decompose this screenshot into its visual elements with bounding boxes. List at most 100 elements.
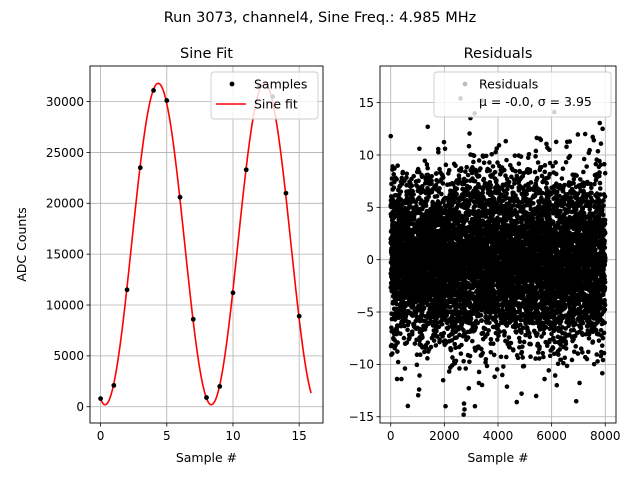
residual-point xyxy=(391,171,397,177)
sample-point xyxy=(151,88,156,93)
sine-fit-y-tick-label: 15000 xyxy=(46,247,84,261)
residual-point xyxy=(426,194,432,199)
residual-point xyxy=(470,338,475,344)
sine-fit-y-tick-label: 10000 xyxy=(46,298,84,312)
residual-point xyxy=(404,171,410,177)
residual-point xyxy=(472,403,478,409)
residual-point xyxy=(422,158,428,164)
residual-point xyxy=(395,163,401,168)
residual-point xyxy=(495,337,500,342)
sine-fit-x-tick-label: 15 xyxy=(292,429,307,443)
residual-point xyxy=(416,387,422,392)
residual-point xyxy=(428,344,434,350)
residual-point xyxy=(466,385,472,391)
sine-fit-y-tick-label: 5000 xyxy=(53,349,84,363)
residual-point xyxy=(459,342,464,348)
residual-point xyxy=(401,335,407,341)
residual-point xyxy=(453,163,458,168)
residual-point xyxy=(416,169,422,175)
residual-point xyxy=(390,351,395,356)
residual-point xyxy=(492,169,498,175)
sine-fit-line xyxy=(99,82,312,406)
residual-point xyxy=(515,220,520,225)
residual-point xyxy=(400,319,406,325)
residual-point xyxy=(422,349,427,355)
sine-fit-y-tick-label: 30000 xyxy=(46,95,84,109)
residual-point xyxy=(517,339,523,344)
legend-samples-marker xyxy=(229,81,235,87)
residual-point xyxy=(415,392,421,398)
residual-point xyxy=(398,197,404,202)
residual-point xyxy=(414,352,420,358)
residual-point xyxy=(519,330,524,335)
residual-point xyxy=(412,216,417,221)
residual-point xyxy=(443,403,448,409)
residual-point xyxy=(506,179,512,185)
residual-point xyxy=(431,338,437,343)
legend-samples-label: Samples xyxy=(254,77,307,92)
residual-point xyxy=(503,138,509,144)
residual-point xyxy=(479,318,485,323)
sample-point xyxy=(164,98,170,103)
residual-point xyxy=(471,159,476,165)
sine-fit-y-tick-label: 20000 xyxy=(46,197,84,211)
residual-point xyxy=(425,340,431,345)
residual-point xyxy=(428,319,433,324)
residual-point xyxy=(395,340,400,345)
residual-point xyxy=(498,354,504,360)
residual-point xyxy=(440,181,446,186)
residual-point xyxy=(519,349,525,355)
residual-point xyxy=(492,374,497,380)
residual-point xyxy=(394,176,399,182)
residual-point xyxy=(425,165,430,171)
residual-point xyxy=(519,391,524,396)
residual-point xyxy=(398,331,403,336)
residual-point xyxy=(417,146,422,152)
sine-fit-x-tick-label: 5 xyxy=(163,429,171,443)
residual-point xyxy=(496,143,502,148)
residual-point xyxy=(487,168,493,173)
residual-point xyxy=(479,382,485,388)
residual-point xyxy=(480,330,486,336)
residual-point xyxy=(463,366,469,371)
residual-point xyxy=(503,354,509,360)
residual-point xyxy=(472,203,478,209)
residual-point xyxy=(446,167,452,173)
sample-point xyxy=(296,313,302,319)
residual-point xyxy=(466,143,472,149)
sample-point xyxy=(204,395,209,400)
residual-point xyxy=(473,325,478,330)
legend-sine-fit-label: Sine fit xyxy=(254,97,298,112)
residual-point xyxy=(416,178,421,184)
sample-point xyxy=(243,167,249,173)
residual-point xyxy=(398,323,404,329)
residual-point xyxy=(417,373,422,378)
residual-point xyxy=(437,166,442,172)
residual-point xyxy=(454,191,460,197)
residual-point xyxy=(414,362,420,368)
residual-point xyxy=(439,322,445,327)
sine-fit-y-tick-label: 0 xyxy=(76,400,84,414)
residual-point xyxy=(389,325,394,330)
residual-point xyxy=(506,335,512,340)
residual-point xyxy=(479,346,484,352)
residual-point xyxy=(395,359,401,365)
sine-fit-ylabel: ADC Counts xyxy=(14,207,29,282)
residual-point xyxy=(508,340,514,346)
sample-point xyxy=(217,383,223,389)
residual-point xyxy=(481,160,487,166)
residual-point xyxy=(424,162,430,167)
residual-point xyxy=(436,324,442,330)
residual-point xyxy=(510,347,516,353)
sample-point xyxy=(124,287,130,293)
residual-point xyxy=(440,377,446,383)
residual-point xyxy=(501,364,506,369)
residual-point xyxy=(404,175,409,180)
residual-point xyxy=(434,193,440,199)
residual-point xyxy=(441,139,447,145)
residual-point xyxy=(518,154,524,159)
residual-point xyxy=(499,372,505,378)
